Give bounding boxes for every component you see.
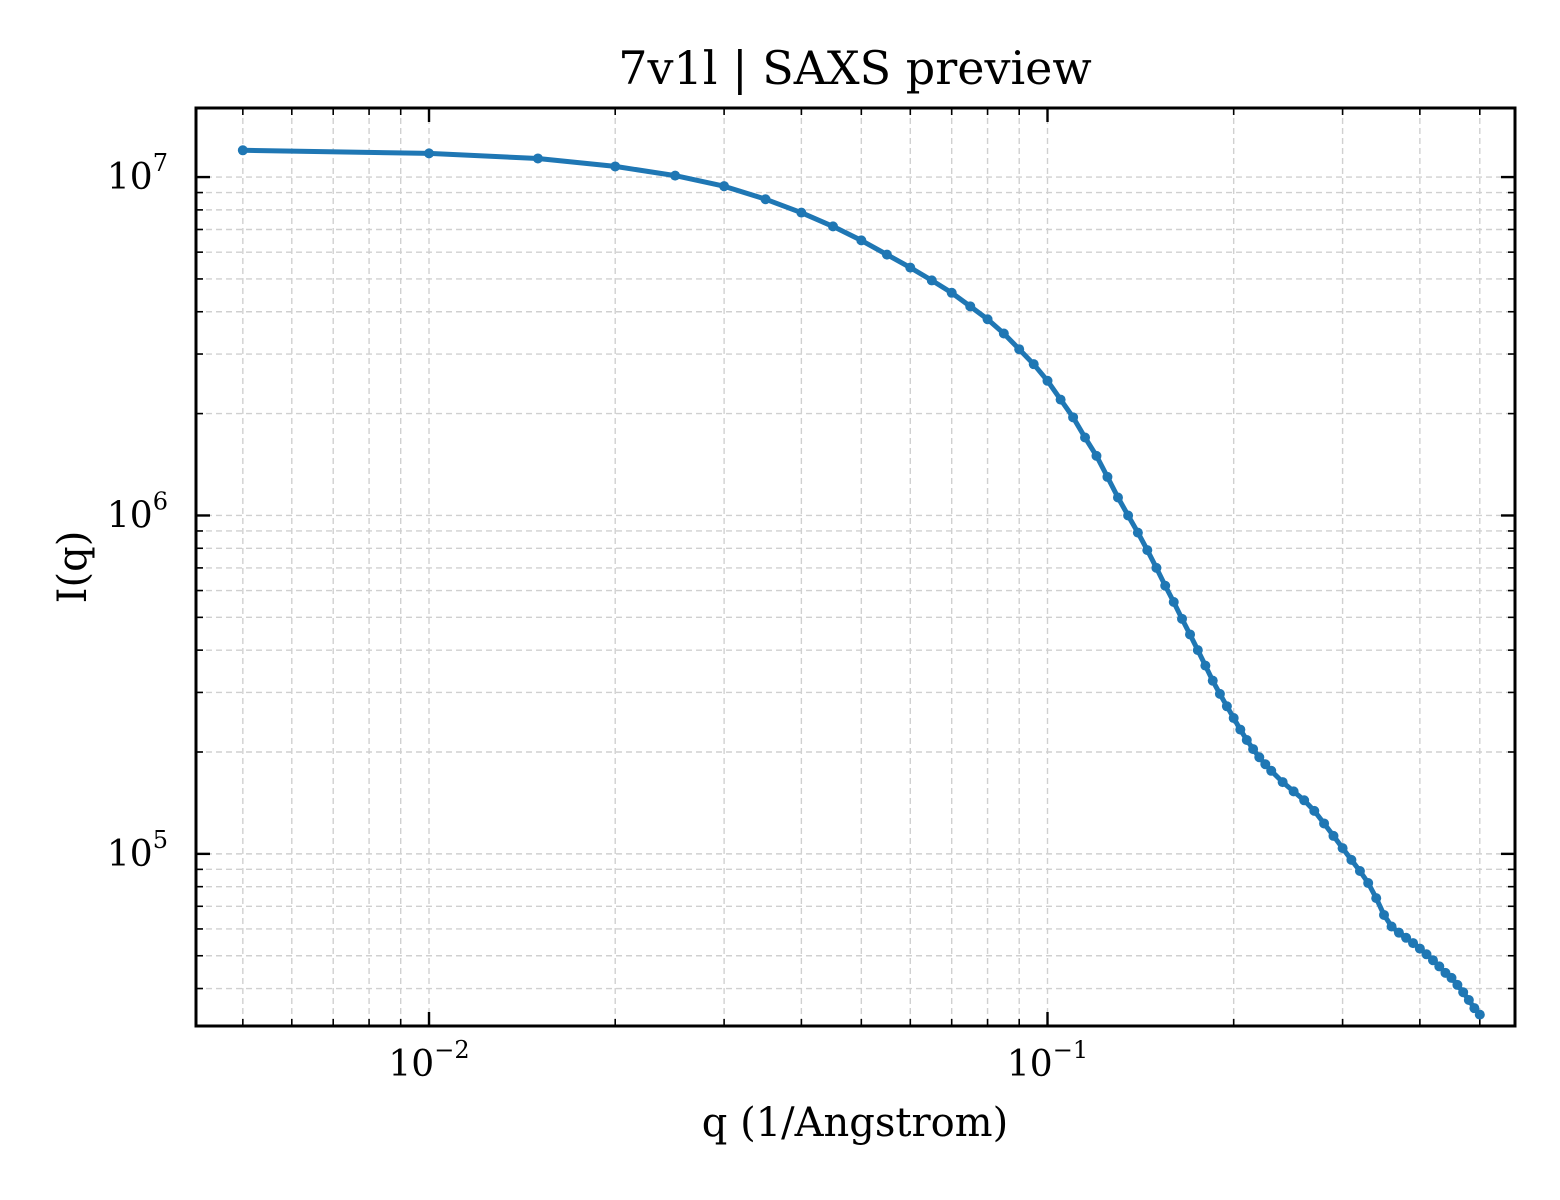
- data-point: [1091, 450, 1102, 461]
- data-point: [1260, 759, 1271, 770]
- data-point: [1379, 909, 1390, 920]
- data-point: [1151, 562, 1162, 573]
- data-point: [1371, 893, 1382, 904]
- data-point: [1185, 629, 1196, 640]
- data-point: [1363, 878, 1374, 889]
- y-tick-label: 107: [107, 149, 168, 198]
- data-point: [1299, 795, 1310, 806]
- y-axis-label: I(q): [50, 531, 96, 604]
- data-point: [1254, 752, 1265, 763]
- data-point: [965, 301, 976, 312]
- data-point: [1235, 724, 1246, 735]
- y-tick-labels: 105 106 107: [107, 149, 168, 875]
- data-point: [856, 235, 867, 246]
- data-point: [1112, 492, 1123, 503]
- x-tick-label: 10−2: [388, 1036, 469, 1085]
- data-point: [1123, 510, 1134, 521]
- data-point: [1132, 527, 1143, 538]
- data-point: [1458, 987, 1469, 998]
- data-point: [1346, 854, 1357, 865]
- data-point: [881, 249, 892, 260]
- data-point: [796, 207, 807, 218]
- x-tick-label: 10−1: [1007, 1036, 1088, 1085]
- data-point: [1421, 949, 1432, 960]
- data-point: [905, 262, 916, 273]
- data-point: [1386, 921, 1397, 932]
- data-point: [1328, 830, 1339, 841]
- data-point: [1068, 412, 1079, 423]
- data-point: [532, 153, 543, 164]
- data-point: [1408, 938, 1419, 949]
- data-point: [946, 287, 957, 298]
- y-tick-label: 106: [107, 487, 168, 536]
- data-point: [1337, 843, 1348, 854]
- data-point: [1192, 645, 1203, 656]
- x-axis-label: q (1/Angstrom): [702, 1100, 1008, 1146]
- data-point: [1160, 580, 1171, 591]
- x-tick-labels: 10−2 10−1: [388, 1036, 1088, 1085]
- data-point: [1266, 765, 1277, 776]
- data-point: [1414, 943, 1425, 954]
- data-point: [1200, 660, 1211, 671]
- data-point: [926, 275, 937, 286]
- data-point: [1142, 545, 1153, 556]
- data-point: [1177, 613, 1188, 624]
- data-point: [1028, 359, 1039, 370]
- data-point: [1277, 777, 1288, 788]
- chart-title: 7v1l | SAXS preview: [618, 41, 1092, 95]
- data-point: [760, 194, 771, 205]
- data-point: [1463, 994, 1474, 1005]
- data-point: [1055, 394, 1066, 405]
- data-point: [1241, 735, 1252, 746]
- data-point: [719, 181, 730, 192]
- series-layer: [237, 145, 1485, 1020]
- data-point: [1080, 432, 1091, 443]
- plot-frame: [194, 106, 1517, 1028]
- data-point: [670, 170, 681, 181]
- data-point: [1319, 818, 1330, 829]
- data-point: [1446, 972, 1457, 983]
- data-point: [1354, 866, 1365, 877]
- data-point: [1248, 744, 1259, 755]
- data-point: [982, 314, 993, 325]
- data-point: [1427, 955, 1438, 966]
- data-point: [1452, 979, 1463, 990]
- data-point: [1042, 375, 1053, 386]
- y-tick-label: 105: [107, 826, 168, 875]
- data-point: [237, 145, 248, 156]
- data-point: [1207, 675, 1218, 686]
- data-point: [1214, 688, 1225, 699]
- data-point: [1228, 713, 1239, 724]
- data-point: [1474, 1009, 1485, 1020]
- data-point: [1434, 961, 1445, 972]
- data-point: [1168, 597, 1179, 608]
- data-point: [828, 221, 839, 232]
- data-point: [1288, 786, 1299, 797]
- data-point: [610, 161, 621, 172]
- data-point: [1401, 932, 1412, 943]
- data-point: [1014, 344, 1025, 355]
- data-point: [1102, 471, 1113, 482]
- data-point: [1393, 927, 1404, 938]
- grid-lines: [196, 108, 1515, 1026]
- data-point: [998, 328, 1009, 339]
- data-point: [1309, 805, 1320, 816]
- data-point: [1221, 701, 1232, 712]
- data-point: [424, 148, 435, 159]
